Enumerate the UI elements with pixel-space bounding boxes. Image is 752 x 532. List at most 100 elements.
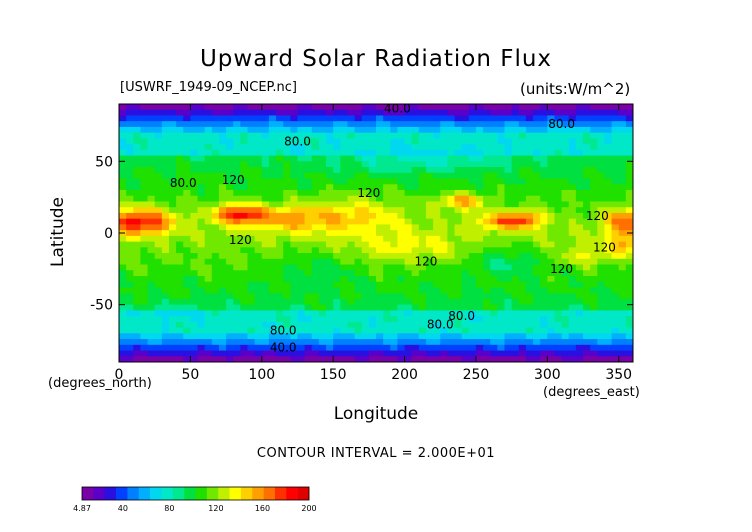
heatmap-cell: [354, 201, 363, 208]
heatmap-cell: [497, 270, 505, 277]
heatmap-cell: [461, 190, 470, 197]
heatmap-cell: [290, 339, 298, 346]
heatmap-cell: [490, 149, 498, 156]
heatmap-cell: [504, 109, 513, 116]
heatmap-cell: [497, 344, 505, 351]
heatmap-cell: [318, 253, 327, 260]
heatmap-cell: [525, 247, 534, 254]
heatmap-cell: [483, 121, 491, 128]
heatmap-cell: [533, 235, 541, 242]
heatmap-cell: [475, 178, 484, 185]
heatmap-cell: [604, 190, 612, 197]
heatmap-cell: [311, 207, 320, 214]
heatmap-cell: [447, 333, 455, 340]
heatmap-cell: [440, 190, 448, 197]
heatmap-cell: [183, 161, 191, 168]
heatmap-cell: [333, 333, 341, 340]
heatmap-cell: [418, 138, 427, 145]
heatmap-cell: [140, 276, 148, 283]
heatmap-cell: [311, 155, 320, 162]
heatmap-cell: [583, 132, 591, 139]
heatmap-cell: [575, 235, 584, 242]
heatmap-cell: [433, 241, 441, 248]
heatmap-cell: [311, 287, 320, 294]
heatmap-cell: [233, 281, 241, 288]
heatmap-cell: [126, 310, 134, 317]
heatmap-cell: [261, 298, 270, 306]
heatmap-cell: [147, 132, 156, 139]
heatmap-cell: [583, 344, 591, 351]
heatmap-cell: [625, 172, 634, 179]
heatmap-cell: [590, 270, 598, 277]
heatmap-cell: [554, 224, 563, 231]
heatmap-cell: [625, 304, 634, 311]
heatmap-cell: [490, 190, 498, 197]
heatmap-cell: [133, 339, 141, 346]
heatmap-cell: [475, 235, 484, 242]
heatmap-cell: [126, 253, 134, 260]
heatmap-cell: [618, 195, 627, 202]
heatmap-cell: [440, 253, 448, 260]
heatmap-cell: [354, 172, 363, 179]
heatmap-cell: [483, 339, 491, 346]
heatmap-cell: [568, 184, 577, 191]
heatmap-cell: [183, 281, 191, 288]
heatmap-cell: [147, 247, 156, 254]
heatmap-cell: [383, 235, 391, 242]
heatmap-cell: [176, 356, 184, 363]
heatmap-cell: [176, 115, 184, 122]
heatmap-cell: [511, 161, 520, 168]
heatmap-cell: [554, 172, 563, 179]
heatmap-cell: [304, 344, 313, 351]
heatmap-cell: [268, 235, 277, 242]
heatmap-cell: [461, 356, 470, 363]
heatmap-cell: [518, 276, 527, 283]
heatmap-cell: [204, 253, 213, 260]
heatmap-cell: [190, 350, 198, 357]
heatmap-cell: [254, 298, 263, 306]
heatmap-cell: [590, 149, 598, 156]
heatmap-cell: [218, 201, 227, 208]
heatmap-cell: [611, 126, 620, 134]
contour-label: 80.0: [284, 134, 311, 148]
heatmap-cell: [468, 195, 477, 202]
heatmap-cell: [240, 253, 248, 260]
heatmap-cell: [368, 212, 377, 220]
heatmap-cell: [411, 281, 420, 288]
heatmap-cell: [404, 264, 413, 271]
heatmap-cell: [226, 132, 234, 139]
heatmap-cell: [433, 235, 441, 242]
heatmap-cell: [240, 235, 248, 242]
heatmap-cell: [575, 115, 584, 122]
heatmap-cell: [454, 138, 463, 145]
heatmap-cell: [540, 316, 548, 323]
heatmap-cell: [425, 304, 434, 311]
heatmap-cell: [218, 190, 227, 197]
heatmap-cell: [140, 138, 148, 145]
heatmap-cell: [425, 264, 434, 271]
heatmap-cell: [276, 235, 284, 242]
heatmap-cell: [418, 276, 427, 283]
heatmap-cell: [404, 212, 413, 220]
heatmap-cell: [397, 167, 405, 174]
heatmap-cell: [590, 132, 598, 139]
heatmap-cell: [233, 167, 241, 174]
heatmap-cell: [247, 293, 256, 300]
heatmap-cell: [233, 190, 241, 197]
heatmap-cell: [161, 356, 170, 363]
heatmap-cell: [211, 356, 220, 363]
heatmap-cell: [119, 298, 127, 306]
heatmap-cell: [518, 253, 527, 260]
heatmap-cell: [618, 287, 627, 294]
heatmap-cell: [304, 218, 313, 225]
heatmap-cell: [190, 333, 198, 340]
heatmap-cell: [126, 321, 134, 328]
heatmap-cell: [140, 184, 148, 191]
heatmap-cell: [590, 304, 598, 311]
heatmap-cell: [597, 190, 605, 197]
heatmap-cell: [547, 218, 555, 225]
heatmap-cell: [261, 155, 270, 162]
heatmap-cell: [283, 104, 291, 111]
heatmap-cell: [568, 161, 577, 168]
heatmap-cell: [490, 270, 498, 277]
